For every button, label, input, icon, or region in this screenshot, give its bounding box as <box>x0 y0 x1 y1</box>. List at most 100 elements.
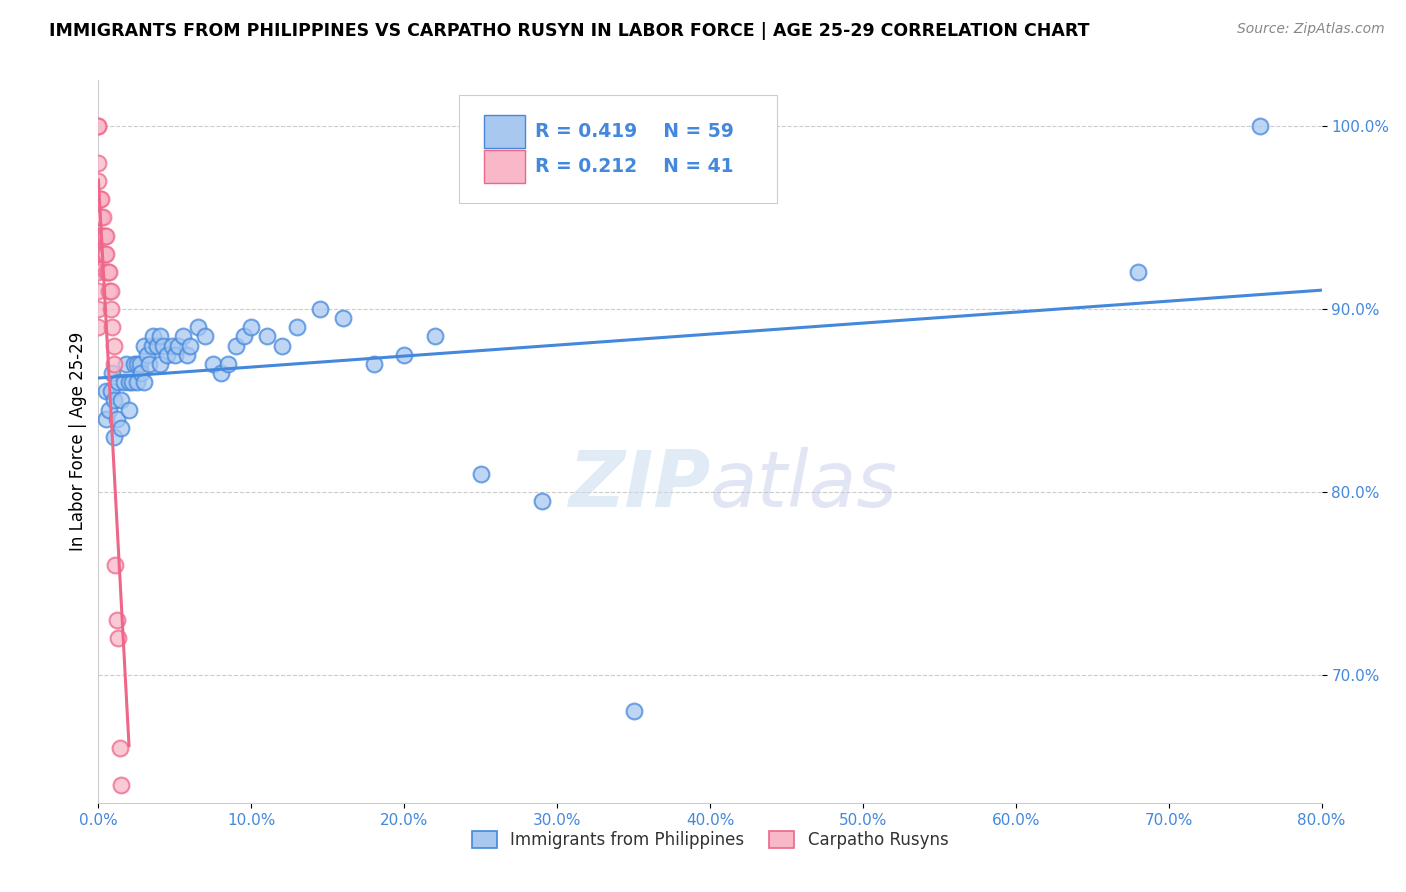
Point <box>623 704 645 718</box>
FancyBboxPatch shape <box>484 115 526 148</box>
Point <box>423 329 446 343</box>
Point <box>98 402 121 417</box>
Point <box>121 375 143 389</box>
Point <box>309 301 332 316</box>
Point <box>87 211 110 225</box>
Point <box>90 211 112 225</box>
Point <box>91 211 114 225</box>
Point <box>1249 119 1271 133</box>
Point <box>332 311 354 326</box>
Point <box>87 119 110 133</box>
Point <box>107 375 129 389</box>
Point <box>110 777 132 791</box>
Point <box>470 467 492 481</box>
Point <box>122 357 145 371</box>
Point <box>129 366 152 380</box>
Text: R = 0.419    N = 59: R = 0.419 N = 59 <box>536 122 734 141</box>
Point <box>98 284 121 298</box>
Point <box>160 338 183 352</box>
Point <box>101 320 124 334</box>
Point <box>90 247 112 261</box>
FancyBboxPatch shape <box>460 95 778 203</box>
Point <box>89 211 111 225</box>
Point <box>87 228 110 243</box>
Point <box>172 329 194 343</box>
Point <box>89 247 111 261</box>
Text: R = 0.212    N = 41: R = 0.212 N = 41 <box>536 157 734 176</box>
Point <box>87 192 110 206</box>
Point <box>194 329 217 343</box>
Point <box>163 348 186 362</box>
Point <box>232 329 254 343</box>
Point <box>89 192 111 206</box>
Point <box>98 265 121 279</box>
Point <box>97 265 120 279</box>
Point <box>138 357 160 371</box>
Point <box>110 421 132 435</box>
Point <box>115 357 138 371</box>
Point <box>87 320 110 334</box>
Point <box>87 247 110 261</box>
Point <box>156 348 179 362</box>
Point <box>1128 265 1150 279</box>
Point <box>91 247 114 261</box>
Point <box>136 348 159 362</box>
Point <box>104 558 127 572</box>
Point <box>91 228 114 243</box>
Point <box>256 329 278 343</box>
Legend: Immigrants from Philippines, Carpatho Rusyns: Immigrants from Philippines, Carpatho Ru… <box>465 824 955 856</box>
Point <box>87 119 110 133</box>
Point <box>225 338 247 352</box>
Point <box>90 192 112 206</box>
Point <box>89 228 111 243</box>
Point <box>100 284 122 298</box>
Point <box>90 228 112 243</box>
Point <box>125 375 148 389</box>
Point <box>94 228 117 243</box>
Point <box>110 393 132 408</box>
Point <box>176 348 198 362</box>
Point <box>149 357 172 371</box>
Point <box>87 265 110 279</box>
Point <box>141 338 163 352</box>
Point <box>202 357 225 371</box>
Point <box>87 155 110 169</box>
Point <box>152 338 174 352</box>
Point <box>134 375 156 389</box>
Point <box>118 375 141 389</box>
Point <box>103 393 125 408</box>
Point <box>125 357 148 371</box>
Point <box>145 338 167 352</box>
Y-axis label: In Labor Force | Age 25-29: In Labor Force | Age 25-29 <box>69 332 87 551</box>
Point <box>94 265 117 279</box>
Point <box>187 320 209 334</box>
Text: ZIP: ZIP <box>568 447 710 523</box>
Point <box>94 247 117 261</box>
Point <box>105 411 128 425</box>
Point <box>118 402 141 417</box>
Point <box>530 494 553 508</box>
Point <box>128 357 150 371</box>
Point <box>87 174 110 188</box>
Point <box>392 348 416 362</box>
Point <box>285 320 308 334</box>
Point <box>217 357 239 371</box>
Point <box>94 384 117 399</box>
Point <box>112 375 135 389</box>
Point <box>94 411 117 425</box>
Point <box>93 247 115 261</box>
Point <box>149 329 172 343</box>
Point <box>142 329 165 343</box>
Point <box>209 366 232 380</box>
Text: Source: ZipAtlas.com: Source: ZipAtlas.com <box>1237 22 1385 37</box>
Text: IMMIGRANTS FROM PHILIPPINES VS CARPATHO RUSYN IN LABOR FORCE | AGE 25-29 CORRELA: IMMIGRANTS FROM PHILIPPINES VS CARPATHO … <box>49 22 1090 40</box>
Point <box>134 338 156 352</box>
Point <box>108 740 131 755</box>
Point <box>100 301 122 316</box>
Point <box>167 338 190 352</box>
Point <box>105 613 128 627</box>
Point <box>107 631 129 645</box>
Point <box>240 320 263 334</box>
Point <box>363 357 385 371</box>
Point <box>101 366 124 380</box>
